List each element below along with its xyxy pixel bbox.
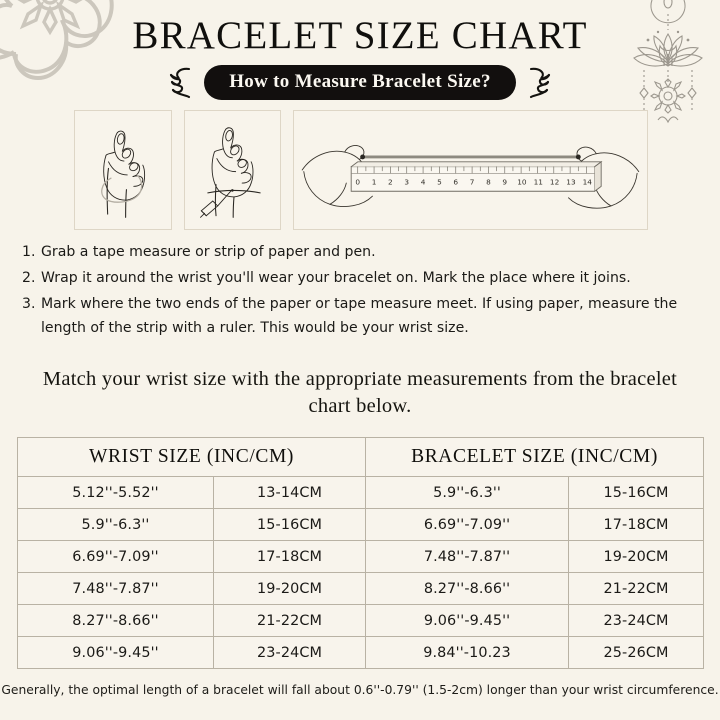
table-row: 5.9''-6.3'' 15-16CM 6.69''-7.09'' 17-18C… (17, 508, 705, 541)
cell-bracelet-cm: 15-16CM (568, 476, 705, 509)
measure-steps: 1. Grab a tape measure or strip of paper… (22, 241, 706, 343)
figure-hands-measuring-with-ruler: 0 1 2 3 4 5 6 7 8 9 10 11 12 13 14 (293, 110, 649, 230)
table-row: 5.12''-5.52'' 13-14CM 5.9''-6.3'' 15-16C… (17, 476, 705, 509)
svg-text:9: 9 (503, 178, 508, 187)
cell-bracelet-cm: 21-22CM (568, 572, 705, 605)
cell-bracelet-inch: 9.84''-10.23 (365, 636, 570, 669)
svg-text:12: 12 (550, 178, 559, 187)
list-item: 2. Wrap it around the wrist you'll wear … (22, 267, 706, 291)
cell-wrist-cm: 23-24CM (212, 636, 367, 669)
svg-text:3: 3 (404, 178, 409, 187)
cell-wrist-inch: 7.48''-7.87'' (17, 572, 214, 605)
svg-text:5: 5 (437, 178, 442, 187)
how-to-measure-badge: How to Measure Bracelet Size? (204, 65, 516, 100)
svg-text:1: 1 (372, 178, 377, 187)
figure-hand-marking-with-pen (183, 110, 282, 230)
figure-hand-with-tape-strip (74, 110, 172, 230)
step-number: 1. (22, 244, 36, 260)
cell-wrist-inch: 5.12''-5.52'' (17, 476, 214, 509)
cell-wrist-inch: 6.69''-7.09'' (17, 540, 214, 573)
illustration-row: 0 1 2 3 4 5 6 7 8 9 10 11 12 13 14 (74, 110, 649, 230)
column-header-wrist-size: WRIST SIZE (INC/CM) (16, 437, 367, 477)
svg-text:0: 0 (355, 178, 360, 187)
cell-wrist-cm: 17-18CM (212, 540, 367, 573)
svg-text:11: 11 (534, 178, 543, 187)
table-header-row: WRIST SIZE (INC/CM) BRACELET SIZE (INC/C… (16, 437, 705, 477)
svg-text:14: 14 (583, 178, 593, 187)
cell-wrist-cm: 21-22CM (212, 604, 367, 637)
match-size-banner: Match your wrist size with the appropria… (0, 359, 720, 427)
cell-bracelet-cm: 19-20CM (568, 540, 705, 573)
list-item: 3. Mark where the two ends of the paper … (22, 293, 706, 340)
cell-bracelet-cm: 23-24CM (568, 604, 705, 637)
step-text: Mark where the two ends of the paper or … (41, 296, 678, 336)
cell-bracelet-inch: 5.9''-6.3'' (365, 476, 570, 509)
table-row: 6.69''-7.09'' 17-18CM 7.48''-7.87'' 19-2… (17, 540, 705, 573)
table-row: 7.48''-7.87'' 19-20CM 8.27''-8.66'' 21-2… (17, 572, 705, 605)
table-row: 8.27''-8.66'' 21-22CM 9.06''-9.45'' 23-2… (17, 604, 705, 637)
cell-wrist-cm: 19-20CM (212, 572, 367, 605)
cell-wrist-cm: 13-14CM (212, 476, 367, 509)
banner-text: Match your wrist size with the appropria… (42, 368, 678, 417)
flourish-left-icon (170, 67, 191, 98)
cell-wrist-inch: 5.9''-6.3'' (17, 508, 214, 541)
svg-text:10: 10 (517, 178, 527, 187)
svg-text:2: 2 (388, 178, 393, 187)
cell-bracelet-inch: 8.27''-8.66'' (365, 572, 570, 605)
step-text: Wrap it around the wrist you'll wear you… (41, 270, 631, 286)
cell-bracelet-inch: 6.69''-7.09'' (365, 508, 570, 541)
page-title: BRACELET SIZE CHART (132, 14, 588, 57)
flourish-right-icon (529, 67, 550, 98)
svg-text:4: 4 (421, 178, 426, 187)
cell-wrist-inch: 9.06''-9.45'' (17, 636, 214, 669)
svg-text:7: 7 (470, 178, 475, 187)
svg-text:13: 13 (566, 178, 576, 187)
cell-bracelet-inch: 7.48''-7.87'' (365, 540, 570, 573)
list-item: 1. Grab a tape measure or strip of paper… (22, 241, 706, 265)
column-header-bracelet-size: BRACELET SIZE (INC/CM) (365, 437, 705, 477)
step-text: Grab a tape measure or strip of paper an… (41, 244, 376, 260)
cell-bracelet-inch: 9.06''-9.45'' (365, 604, 570, 637)
svg-text:6: 6 (454, 178, 459, 187)
cell-wrist-inch: 8.27''-8.66'' (17, 604, 214, 637)
cell-bracelet-cm: 17-18CM (568, 508, 705, 541)
ruler-tick-labels: 0 1 2 3 4 5 6 7 8 9 10 11 12 13 14 (355, 178, 592, 187)
svg-text:8: 8 (486, 178, 491, 187)
cell-wrist-cm: 15-16CM (212, 508, 367, 541)
step-number: 3. (22, 296, 36, 312)
table-row: 9.06''-9.45'' 23-24CM 9.84''-10.23 25-26… (17, 636, 705, 669)
badge-row: How to Measure Bracelet Size? (0, 65, 720, 100)
size-chart-table: WRIST SIZE (INC/CM) BRACELET SIZE (INC/C… (16, 437, 705, 669)
step-number: 2. (22, 270, 36, 286)
footnote-text: Generally, the optimal length of a brace… (1, 683, 719, 697)
cell-bracelet-cm: 25-26CM (568, 636, 705, 669)
